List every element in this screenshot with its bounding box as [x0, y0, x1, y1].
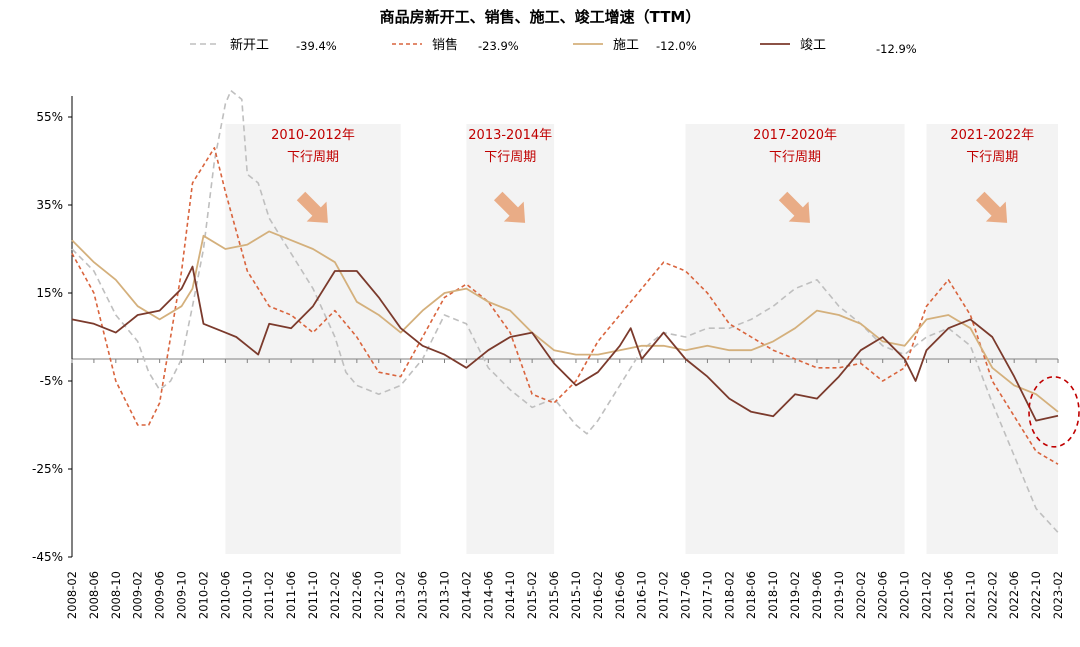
x-tick-label: 2010-02	[196, 571, 210, 619]
x-tick-label: 2020-02	[854, 571, 868, 619]
y-tick-label: -25%	[32, 462, 63, 476]
x-tick-label: 2020-06	[876, 571, 890, 619]
x-tick-label: 2010-10	[240, 571, 254, 619]
period-label-0: 2010-2012年	[271, 128, 355, 143]
legend-value-2: -12.0%	[656, 39, 697, 53]
x-tick-label: 2019-02	[788, 571, 802, 619]
x-tick-label: 2009-06	[153, 571, 167, 619]
x-tick-label: 2011-02	[262, 571, 276, 619]
x-tick-label: 2009-02	[131, 571, 145, 619]
legend-label-3: 竣工	[800, 38, 826, 53]
x-tick-label: 2022-10	[1029, 571, 1043, 619]
legend-label-2: 施工	[613, 38, 639, 53]
period-sublabel-2: 下行周期	[769, 150, 821, 165]
x-tick-label: 2018-02	[722, 571, 736, 619]
x-tick-label: 2016-06	[613, 571, 627, 619]
chart-title: 商品房新开工、销售、施工、竣工增速（TTM）	[380, 8, 701, 26]
series-line-0	[71, 89, 1059, 533]
x-tick-label: 2015-02	[525, 571, 539, 619]
highlight-ellipse	[1028, 375, 1080, 448]
x-tick-label: 2012-06	[350, 571, 364, 619]
period-sublabel-1: 下行周期	[484, 150, 536, 165]
x-tick-label: 2014-06	[481, 571, 495, 619]
x-tick-label: 2021-10	[963, 571, 977, 619]
legend-label-1: 销售	[432, 37, 458, 53]
x-axis-ticks: 2008-02 2008-06 2008-10 2009-02 2009-06 2009-…	[65, 359, 1065, 619]
y-tick-label: 55%	[36, 110, 63, 124]
legend-label-0: 新开工	[230, 37, 269, 53]
legend-value-1: -23.9%	[478, 39, 519, 53]
down-arrow-icon	[976, 191, 1008, 223]
period-sublabel-3: 下行周期	[966, 150, 1018, 165]
x-tick-label: 2014-10	[503, 571, 517, 619]
x-tick-label: 2022-06	[1007, 571, 1021, 619]
x-tick-label: 2010-06	[218, 571, 232, 619]
shaded-periods	[225, 124, 1058, 554]
x-tick-label: 2015-06	[547, 571, 561, 619]
series-line-1	[71, 147, 1059, 465]
period-label-1: 2013-2014年	[468, 128, 552, 143]
x-tick-label: 2022-02	[985, 571, 999, 619]
series-line-2	[71, 230, 1059, 413]
x-tick-label: 2011-06	[284, 571, 298, 619]
downward-arrows	[296, 191, 1008, 223]
x-tick-label: 2008-02	[65, 571, 79, 619]
x-tick-label: 2013-10	[437, 571, 451, 619]
x-tick-label: 2019-06	[810, 571, 824, 619]
x-tick-label: 2008-10	[109, 571, 123, 619]
x-tick-label: 2018-06	[744, 571, 758, 619]
shaded-period-2	[685, 124, 905, 554]
x-tick-label: 2009-10	[175, 571, 189, 619]
x-tick-label: 2021-02	[920, 571, 934, 619]
y-tick-label: -5%	[40, 374, 63, 388]
x-tick-label: 2013-06	[416, 571, 430, 619]
x-tick-label: 2011-10	[306, 571, 320, 619]
down-arrow-icon	[296, 191, 328, 223]
x-tick-label: 2021-06	[941, 571, 955, 619]
x-tick-label: 2016-10	[635, 571, 649, 619]
x-tick-label: 2017-02	[657, 571, 671, 619]
x-tick-label: 2012-10	[372, 571, 386, 619]
x-tick-label: 2017-10	[700, 571, 714, 619]
x-tick-label: 2019-10	[832, 571, 846, 619]
shaded-period-0	[225, 124, 401, 554]
x-tick-label: 2018-10	[766, 571, 780, 619]
x-tick-label: 2012-02	[328, 571, 342, 619]
y-tick-label: -45%	[32, 550, 63, 564]
y-tick-label: 15%	[36, 286, 63, 300]
series-line-3	[71, 265, 1059, 422]
legend-value-3: -12.9%	[876, 42, 917, 56]
x-tick-label: 2023-02	[1051, 571, 1065, 619]
x-tick-label: 2017-06	[679, 571, 693, 619]
x-tick-label: 2008-06	[87, 571, 101, 619]
y-tick-label: 35%	[36, 198, 63, 212]
x-tick-label: 2013-02	[394, 571, 408, 619]
down-arrow-icon	[493, 191, 526, 223]
legend: 新开工 -39.4% 销售 -23.9% 施工 -12.0% 竣工 -12.9%	[190, 37, 917, 56]
series-lines	[71, 89, 1059, 533]
period-sublabel-0: 下行周期	[287, 150, 339, 165]
down-arrow-icon	[778, 191, 810, 223]
period-label-3: 2021-2022年	[950, 128, 1034, 143]
x-tick-label: 2014-02	[459, 571, 473, 619]
legend-value-0: -39.4%	[296, 39, 337, 53]
period-labels: 2010-2012年下行周期2013-2014年下行周期2017-2020年下行…	[271, 128, 1034, 165]
y-axis-ticks: 55% 35% 15% -5% -25% -45%	[32, 110, 72, 564]
period-label-2: 2017-2020年	[753, 128, 837, 143]
x-tick-label: 2015-10	[569, 571, 583, 619]
shaded-period-3	[926, 124, 1058, 554]
x-tick-label: 2020-10	[898, 571, 912, 619]
x-tick-label: 2016-02	[591, 571, 605, 619]
